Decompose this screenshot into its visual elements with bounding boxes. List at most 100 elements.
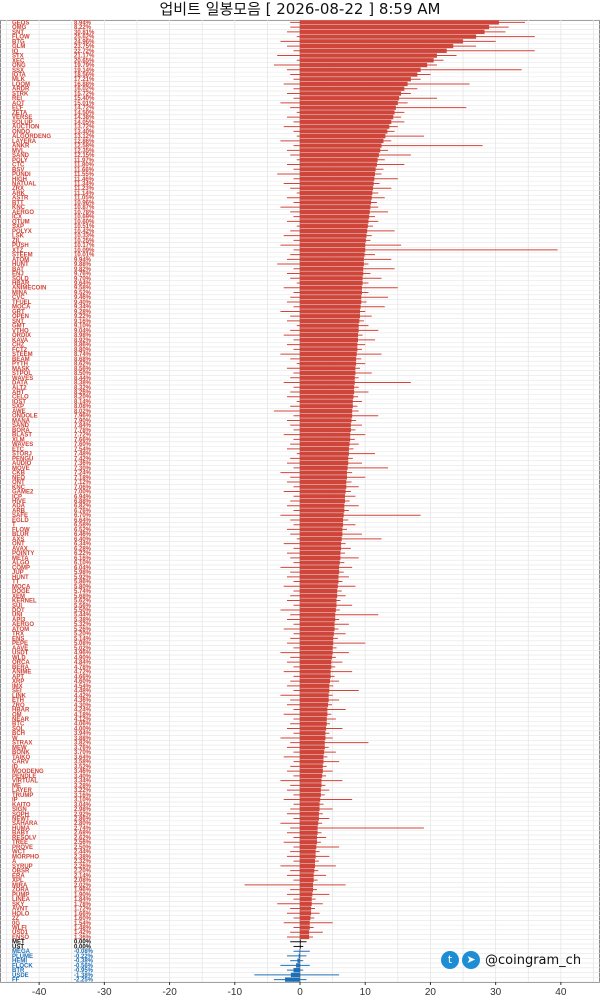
bar xyxy=(300,110,395,115)
ticker-label: SSX xyxy=(12,68,24,74)
ticker-label: SKY xyxy=(12,902,24,908)
pct-label: 15.40% xyxy=(74,96,95,102)
bar xyxy=(300,726,327,731)
bar xyxy=(300,129,388,134)
pct-label: 3.64% xyxy=(74,755,92,761)
pct-label: 5.86% xyxy=(74,580,92,586)
pct-label: 8.38% xyxy=(74,381,92,387)
bar xyxy=(300,877,314,883)
bar xyxy=(300,901,312,906)
bar xyxy=(300,437,351,442)
bar xyxy=(300,181,374,186)
ticker-label: ID xyxy=(12,764,19,770)
pct-label: 3.16% xyxy=(74,793,92,799)
ticker-label: GEOS xyxy=(12,20,29,26)
ticker-label: TRUMP xyxy=(12,793,33,799)
bar xyxy=(300,740,325,745)
ticker-label: MOCA xyxy=(12,584,31,590)
x-tick-label: 40 xyxy=(555,987,567,998)
bar xyxy=(300,451,349,456)
pct-label: 1.66% xyxy=(74,911,92,917)
pct-label: 2.56% xyxy=(74,840,92,846)
pct-label: 7.54% xyxy=(74,447,92,453)
ticker-label: ANIME xyxy=(12,670,31,676)
bar xyxy=(300,503,345,508)
bar xyxy=(300,536,342,542)
bar xyxy=(285,977,300,982)
pct-label: -0.95% xyxy=(74,968,94,974)
pct-label: 1.78% xyxy=(74,902,92,908)
ticker-label: OPEN xyxy=(12,314,29,320)
bar xyxy=(300,247,366,252)
ticker-label: DOT xyxy=(12,608,25,614)
bar xyxy=(300,96,400,101)
ticker-label: BERA xyxy=(12,665,30,671)
ticker-label: AWE xyxy=(12,409,26,415)
ticker-label: APT xyxy=(12,674,24,680)
ticker-label: KAVA xyxy=(12,338,29,344)
ticker-label: COMP xyxy=(12,565,30,571)
pct-label: 5.02% xyxy=(74,646,92,652)
bar xyxy=(300,721,327,726)
ticker-label: WLFI xyxy=(12,926,27,932)
ticker-label: BORA xyxy=(12,428,30,434)
bar xyxy=(300,849,316,854)
bar xyxy=(300,261,364,267)
pct-label: 5.80% xyxy=(74,584,92,590)
bar xyxy=(300,100,398,106)
ticker-label: AVNT xyxy=(12,907,28,913)
watermark: t ➤ @coingram_ch xyxy=(441,949,581,971)
pct-label: 2.08% xyxy=(74,878,92,884)
pct-label: -2.25% xyxy=(74,978,94,984)
bar xyxy=(300,48,447,53)
pct-label: 7.48% xyxy=(74,452,92,458)
bar xyxy=(298,953,300,959)
ticker-label: DATA xyxy=(12,381,28,387)
bar xyxy=(300,716,327,722)
ticker-label: AERGO xyxy=(12,210,34,216)
bar xyxy=(300,773,323,778)
bar xyxy=(300,91,402,96)
twitter-icon: t xyxy=(441,951,459,969)
pct-label: 7.30% xyxy=(74,466,92,472)
ticker-label: MLK xyxy=(12,77,26,83)
bar xyxy=(300,484,347,489)
ticker-label: BONK xyxy=(12,750,30,756)
bar xyxy=(300,693,329,698)
bar xyxy=(300,750,325,755)
pct-label: 11.05% xyxy=(74,196,95,202)
bar xyxy=(300,707,328,712)
ticker-label: ELF xyxy=(12,106,24,112)
bar xyxy=(300,896,312,902)
ticker-label: FCT2 xyxy=(12,347,28,353)
bar xyxy=(300,688,330,693)
ticker-label: ALGORDENG xyxy=(12,134,51,140)
pct-label: 12.15% xyxy=(74,153,95,159)
ticker-label: CTC xyxy=(12,163,25,169)
bar xyxy=(300,86,405,91)
ticker-label: UST xyxy=(12,944,24,950)
ticker-label: ETC xyxy=(12,447,25,453)
pct-label: 1.90% xyxy=(74,892,92,898)
bar xyxy=(300,863,315,869)
ticker-label: MEGA xyxy=(12,949,31,955)
bar xyxy=(300,224,368,229)
x-tick-label: 10 xyxy=(360,987,372,998)
ticker-label: STRAX xyxy=(12,741,32,747)
bar xyxy=(300,205,371,210)
bar xyxy=(300,115,394,120)
ticker-label: SNT xyxy=(12,319,24,325)
ticker-label: JUP xyxy=(12,570,24,576)
pct-label: 4.78% xyxy=(74,665,92,671)
grid-lines xyxy=(0,19,600,983)
bar xyxy=(300,546,342,551)
ticker-label: MANA xyxy=(12,418,31,424)
bar xyxy=(300,920,310,925)
pct-label: 3.34% xyxy=(74,779,92,785)
pct-label: 2.92% xyxy=(74,812,92,818)
pct-label: 11.46% xyxy=(74,177,95,183)
ticker-label: DOGE xyxy=(12,589,30,595)
pct-label: 7.36% xyxy=(74,461,92,467)
pct-label: 4.42% xyxy=(74,693,92,699)
bar xyxy=(300,157,378,162)
